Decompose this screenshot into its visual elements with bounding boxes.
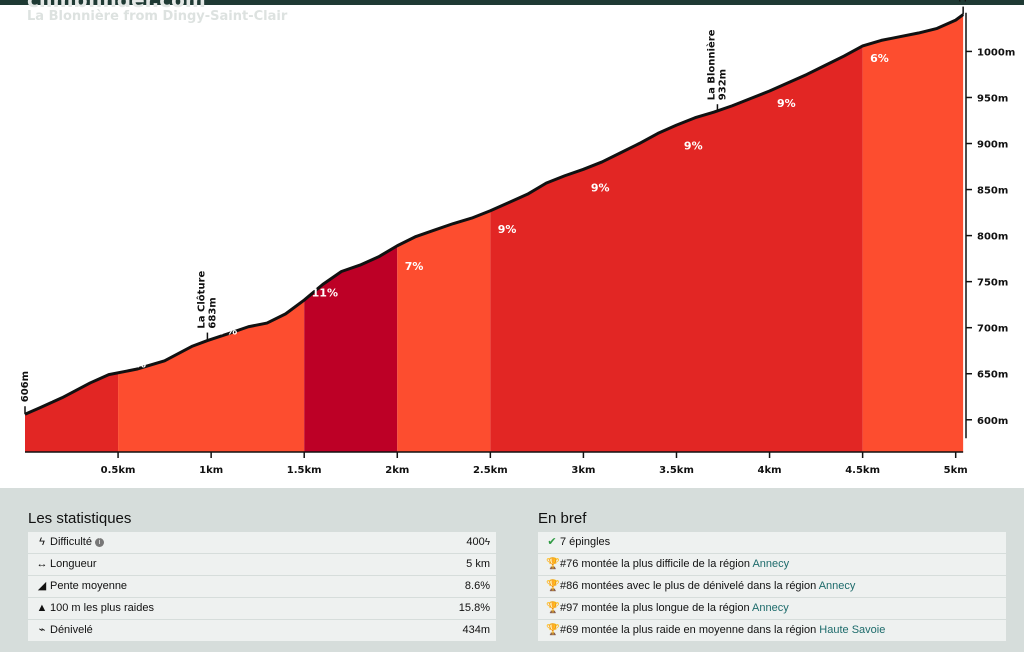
- annotation-elevation: 606m: [20, 371, 31, 402]
- x-tick-label: 0.5km: [101, 465, 136, 476]
- brand-watermark: climbfinder.com: [27, 0, 206, 12]
- x-tick-label: 3km: [571, 465, 595, 476]
- slope-icon: ◢: [37, 580, 47, 592]
- stat-row: ↔ Longueur 5 km: [28, 554, 496, 575]
- stats-list: ϟ Difficulté i 400ϟ ↔ Longueur 5 km ◢ Pente moye…: [28, 532, 496, 642]
- x-tick-label: 1.5km: [287, 465, 322, 476]
- chart-title: La Blonnière from Dingy-Saint-Clair: [27, 9, 288, 24]
- y-tick-label: 800m: [977, 232, 1008, 243]
- stat-label: Longueur: [50, 558, 97, 570]
- y-tick-label: 950m: [977, 93, 1008, 104]
- x-tick-label: 4.5km: [845, 465, 880, 476]
- annotation-2: La Clôture 683m: [195, 271, 218, 329]
- brief-text: #97 montée la plus longue de la région A…: [560, 602, 789, 614]
- brief-text: 7 épingles: [560, 536, 611, 548]
- region-link[interactable]: Haute Savoie: [819, 624, 886, 636]
- y-tick-label: 900m: [977, 140, 1008, 151]
- stats-panel: Les statistiques ϟ Difficulté i 400ϟ ↔ Longue…: [0, 488, 1024, 652]
- y-tick-label: 700m: [977, 324, 1008, 335]
- region-link[interactable]: Annecy: [752, 558, 790, 570]
- top-bar: [0, 0, 1024, 5]
- trophy-icon: 🏆: [546, 624, 560, 636]
- brief-row: 🏆 #69 montée la plus raide en moyenne dan…: [538, 620, 1006, 641]
- x-tick-label: 3.5km: [659, 465, 694, 476]
- trophy-icon: 🏆: [546, 558, 560, 570]
- gradient-label: 8%: [34, 391, 53, 404]
- gradient-label: 7%: [127, 358, 146, 371]
- stat-value: 400ϟ: [466, 536, 490, 548]
- brief-list: ✔ 7 épingles 🏆 #76 montée la plus difficile…: [538, 532, 1006, 642]
- gradient-label: 9%: [684, 139, 703, 152]
- x-tick-label: 2.5km: [473, 465, 508, 476]
- region-link[interactable]: Annecy: [818, 580, 856, 592]
- stat-row: ◢ Pente moyenne 8.6%: [28, 576, 496, 597]
- gradient-label: 11%: [312, 287, 338, 300]
- annotation-elevation: 104: [958, 0, 969, 3]
- elevation-chart-icon: ⌁: [38, 624, 46, 636]
- segment-area-2: [118, 300, 305, 452]
- annotation-elevation: 683m: [207, 297, 218, 328]
- gradient-label: 9%: [591, 182, 610, 195]
- segment-area-1: [25, 372, 119, 452]
- annotation-4: 104: [958, 0, 969, 3]
- y-tick-label: 650m: [977, 370, 1008, 381]
- x-tick-label: 1km: [199, 465, 223, 476]
- brief-title: En bref: [538, 510, 587, 527]
- stat-value: 434m: [462, 624, 490, 636]
- gradient-label: 9%: [498, 223, 517, 236]
- brief-row: 🏆 #97 montée la plus longue de la région …: [538, 598, 1006, 619]
- region-link[interactable]: Annecy: [752, 602, 789, 614]
- segment-area-6: [862, 14, 964, 453]
- brief-row: 🏆 #76 montée la plus difficile de la régi…: [538, 554, 1006, 575]
- gradient-label: 7%: [219, 324, 238, 337]
- stat-value: 5 km: [466, 558, 490, 570]
- stat-value: 15.8%: [458, 602, 490, 614]
- y-tick-label: 600m: [977, 416, 1008, 427]
- y-tick-label: 850m: [977, 186, 1008, 197]
- y-tick-label: 1000m: [977, 47, 1015, 58]
- stat-label: Dénivelé: [50, 624, 93, 636]
- gradient-label: 6%: [870, 52, 889, 65]
- brief-text: #69 montée la plus raide en moyenne dans…: [560, 624, 886, 636]
- stat-value: 8.6%: [464, 580, 490, 592]
- trophy-icon: 🏆: [546, 602, 560, 614]
- segment-area-3: [304, 245, 398, 452]
- annotation-name: La Clôture: [195, 271, 207, 329]
- stat-label: Pente moyenne: [50, 580, 128, 592]
- brief-text: #86 montées avec le plus de dénivelé dan…: [560, 580, 856, 592]
- profile-line: [24, 13, 965, 416]
- warning-icon: ▲: [36, 602, 48, 614]
- length-arrow-icon: ↔: [36, 558, 48, 570]
- brief-text: #76 montée la plus difficile de la régio…: [560, 558, 790, 570]
- annotation-3: La Blonnière 932m: [705, 29, 728, 100]
- gradient-label: 9%: [777, 97, 796, 110]
- stat-label: Difficulté i: [50, 536, 104, 548]
- segment-area-5: [490, 45, 863, 452]
- x-tick-label: 5km: [944, 465, 968, 476]
- stat-row: ⌁ Dénivelé 434m: [28, 620, 496, 641]
- elevation-profile-chart: 0.5km 1km 1.5km 2km 2.5km 3km 3.5km 4km 4.5km 5km…: [20, 0, 1015, 476]
- brief-row: ✔ 7 épingles: [538, 532, 1006, 553]
- check-icon: ✔: [547, 536, 557, 548]
- bolt-icon: ϟ: [39, 536, 45, 548]
- info-icon[interactable]: i: [94, 538, 104, 547]
- brief-row: 🏆 #86 montées avec le plus de dénivelé da…: [538, 576, 1006, 597]
- stat-label: 100 m les plus raides: [50, 602, 154, 614]
- bolt-icon: ϟ: [484, 537, 490, 548]
- stat-row: ϟ Difficulté i 400ϟ: [28, 532, 496, 553]
- annotation-elevation: 932m: [717, 69, 728, 100]
- x-tick-label: 4km: [758, 465, 782, 476]
- stats-title: Les statistiques: [28, 510, 132, 527]
- y-tick-label: 750m: [977, 278, 1008, 289]
- annotation-1: 606m: [20, 371, 31, 402]
- segment-area-4: [397, 210, 491, 452]
- stat-row: ▲ 100 m les plus raides 15.8%: [28, 598, 496, 619]
- trophy-icon: 🏆: [546, 580, 560, 592]
- gradient-label: 7%: [405, 260, 424, 273]
- x-tick-label: 2km: [385, 465, 409, 476]
- annotation-name: La Blonnière: [705, 29, 717, 100]
